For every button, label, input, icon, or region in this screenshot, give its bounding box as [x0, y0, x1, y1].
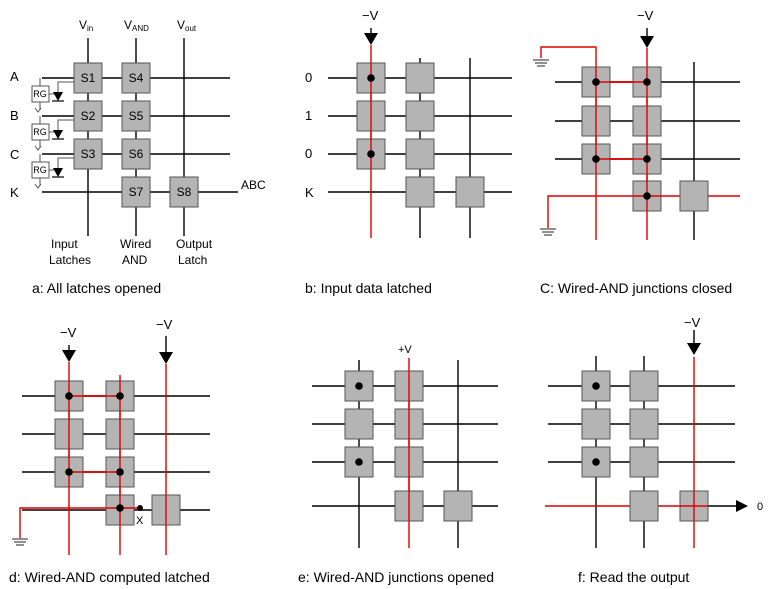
label-input-latches-2: Latches: [49, 253, 91, 267]
diode-icon-c: [53, 168, 63, 177]
switch-label-s1: S1: [81, 71, 96, 85]
col-label-vout: Vout: [177, 18, 197, 33]
row-label-0b: 0: [305, 146, 312, 161]
switch-label-s3: S3: [81, 147, 96, 161]
switch-label-s5: S5: [129, 109, 144, 123]
switch-label-s4: S4: [129, 71, 144, 85]
label-wired-and-1: Wired: [120, 237, 151, 251]
row-label-b: B: [10, 108, 19, 123]
switch-s8: [169, 176, 199, 208]
col-label-vin: Vin: [79, 18, 93, 33]
caption-f: f: Read the output: [578, 569, 689, 585]
panel-c: −V C: Wired-AND junctions closed: [532, 8, 740, 296]
row-label-k: K: [10, 185, 19, 200]
col-label-vand: VAND: [124, 18, 149, 33]
switch-label-s6: S6: [129, 147, 144, 161]
caption-a: a: All latches opened: [32, 280, 161, 296]
switch-s3: [73, 138, 103, 170]
caption-d: d: Wired-AND computed latched: [9, 569, 210, 585]
row-label-a: A: [10, 69, 19, 84]
switch-label-s7: S7: [129, 185, 144, 199]
caption-e: e: Wired-AND junctions opened: [298, 569, 494, 585]
ground-icon: [11, 538, 29, 546]
voltage-label: +V: [398, 344, 412, 356]
rg-label-c: RG: [33, 165, 47, 175]
label-output-latch-2: Latch: [178, 253, 207, 267]
label-input-latches-1: Input: [51, 237, 78, 251]
row-label-1: 1: [305, 108, 312, 123]
panel-a-switches: [73, 62, 199, 208]
switch-s2: [73, 100, 103, 132]
caption-b: b: Input data latched: [305, 280, 432, 296]
diode-icons: [53, 92, 63, 177]
panel-e: +V e: Wired-AND junctions opened: [298, 344, 498, 585]
rg-registers: [31, 78, 74, 189]
switch-s1: [73, 62, 103, 94]
diode-icon-b: [53, 130, 63, 139]
voltage-label-right: −V: [156, 317, 173, 332]
output-arrow-icon: [736, 500, 748, 512]
ground-icon: [539, 228, 557, 236]
panel-b: −V 0 1 0 K b: Input data latched: [305, 8, 512, 296]
voltage-label: −V: [637, 8, 654, 23]
ground-icon: [532, 59, 550, 67]
panel-f: −V 0 f: Read the output: [545, 315, 763, 585]
rg-label-a: RG: [33, 89, 47, 99]
label-output-latch-1: Output: [176, 237, 213, 251]
row-label-0a: 0: [305, 70, 312, 85]
x-label: X: [136, 515, 144, 527]
voltage-label-left: −V: [60, 325, 77, 340]
arrow-icon: [62, 350, 76, 362]
switch-s5: [121, 100, 151, 132]
arrow-icon: [159, 352, 173, 364]
switch-s4: [121, 62, 151, 94]
rg-label-b: RG: [33, 127, 47, 137]
row-label-k: K: [305, 185, 314, 200]
row-label-c: C: [10, 147, 19, 162]
arrow-icon: [364, 33, 378, 45]
panel-a: S1 S2 S3 S4 S5 S6 S7 S8 Vin VAND Vout A …: [10, 18, 266, 296]
switch-label-s2: S2: [81, 109, 96, 123]
switch-label-s8: S8: [177, 185, 192, 199]
switch-s7: [121, 176, 151, 208]
switch-s6: [121, 138, 151, 170]
caption-c: C: Wired-AND junctions closed: [540, 280, 732, 296]
output-label-abc: ABC: [241, 178, 266, 192]
diode-icon-a: [53, 92, 63, 101]
arrow-icon: [687, 343, 701, 355]
voltage-label: −V: [684, 315, 701, 330]
label-wired-and-2: AND: [122, 253, 148, 267]
panel-d: −V −V X d: Wired-AND computed latched: [9, 317, 210, 585]
voltage-label: −V: [362, 8, 379, 23]
arrow-icon: [640, 36, 654, 48]
output-value: 0: [757, 501, 763, 513]
